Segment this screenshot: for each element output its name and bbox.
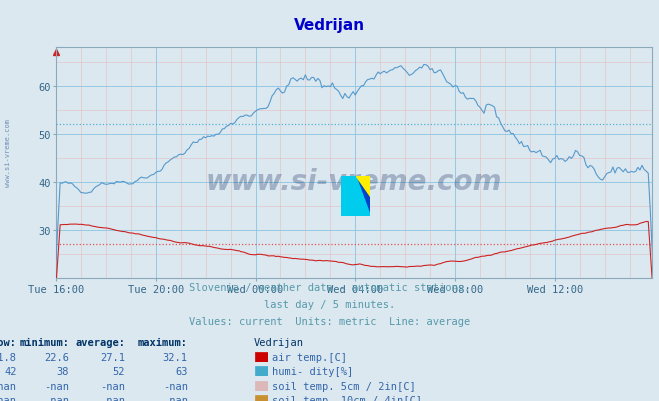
- Text: maximum:: maximum:: [138, 338, 188, 348]
- Text: now:: now:: [0, 338, 16, 348]
- Text: Slovenia / weather data - automatic stations.: Slovenia / weather data - automatic stat…: [189, 283, 470, 293]
- Polygon shape: [341, 176, 370, 216]
- Text: Vedrijan: Vedrijan: [294, 18, 365, 33]
- Text: 31.8: 31.8: [0, 352, 16, 362]
- Text: -nan: -nan: [163, 395, 188, 401]
- Text: 27.1: 27.1: [100, 352, 125, 362]
- Text: 63: 63: [175, 367, 188, 377]
- Text: -nan: -nan: [0, 395, 16, 401]
- Text: -nan: -nan: [44, 395, 69, 401]
- Polygon shape: [356, 176, 370, 216]
- Text: 38: 38: [57, 367, 69, 377]
- Polygon shape: [341, 176, 370, 216]
- Text: air temp.[C]: air temp.[C]: [272, 352, 347, 362]
- Text: last day / 5 minutes.: last day / 5 minutes.: [264, 300, 395, 310]
- Text: -nan: -nan: [163, 381, 188, 391]
- Text: 52: 52: [113, 367, 125, 377]
- Text: Vedrijan: Vedrijan: [254, 338, 304, 348]
- Text: 22.6: 22.6: [44, 352, 69, 362]
- Text: 32.1: 32.1: [163, 352, 188, 362]
- Text: minimum:: minimum:: [19, 338, 69, 348]
- Polygon shape: [356, 176, 370, 196]
- Text: humi- dity[%]: humi- dity[%]: [272, 367, 353, 377]
- Text: www.si-vreme.com: www.si-vreme.com: [206, 168, 502, 196]
- Text: -nan: -nan: [44, 381, 69, 391]
- Text: -nan: -nan: [0, 381, 16, 391]
- Text: average:: average:: [75, 338, 125, 348]
- Text: 42: 42: [4, 367, 16, 377]
- Text: www.si-vreme.com: www.si-vreme.com: [5, 118, 11, 186]
- Text: soil temp. 10cm / 4in[C]: soil temp. 10cm / 4in[C]: [272, 395, 422, 401]
- Text: -nan: -nan: [100, 381, 125, 391]
- Polygon shape: [341, 176, 370, 216]
- Text: soil temp. 5cm / 2in[C]: soil temp. 5cm / 2in[C]: [272, 381, 416, 391]
- Text: -nan: -nan: [100, 395, 125, 401]
- Text: Values: current  Units: metric  Line: average: Values: current Units: metric Line: aver…: [189, 316, 470, 326]
